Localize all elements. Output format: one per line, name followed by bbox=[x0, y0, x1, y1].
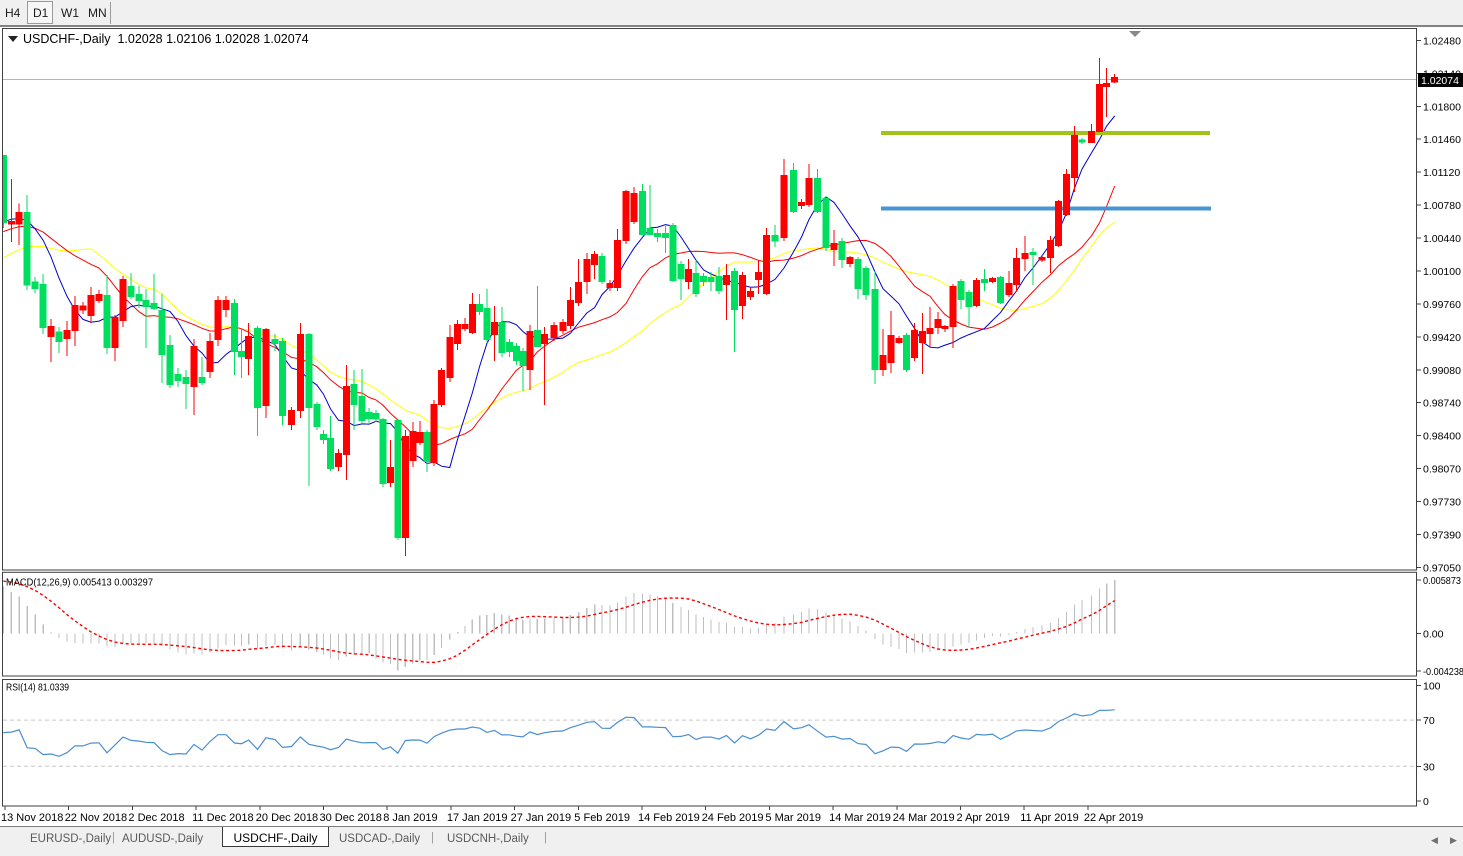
svg-text:14 Feb 2019: 14 Feb 2019 bbox=[638, 812, 700, 824]
svg-text:MACD(12,26,9) 0.005413 0.00329: MACD(12,26,9) 0.005413 0.003297 bbox=[6, 577, 153, 589]
svg-text:5 Feb 2019: 5 Feb 2019 bbox=[574, 812, 630, 824]
svg-text:0.99420: 0.99420 bbox=[1423, 332, 1461, 344]
svg-text:0.99080: 0.99080 bbox=[1423, 365, 1461, 377]
svg-text:1.00780: 1.00780 bbox=[1423, 200, 1461, 212]
svg-text:100: 100 bbox=[1423, 680, 1441, 692]
svg-text:1.00440: 1.00440 bbox=[1423, 233, 1461, 245]
svg-text:1.01800: 1.01800 bbox=[1423, 101, 1461, 113]
svg-text:70: 70 bbox=[1423, 715, 1435, 727]
svg-text:11 Dec 2018: 11 Dec 2018 bbox=[192, 812, 254, 824]
svg-text:30: 30 bbox=[1423, 761, 1435, 773]
svg-text:0.00: 0.00 bbox=[1423, 629, 1444, 641]
svg-text:27 Jan 2019: 27 Jan 2019 bbox=[511, 812, 572, 824]
svg-text:13 Nov 2018: 13 Nov 2018 bbox=[1, 812, 63, 824]
svg-text:0.98070: 0.98070 bbox=[1423, 464, 1461, 476]
svg-text:14 Mar 2019: 14 Mar 2019 bbox=[829, 812, 891, 824]
svg-text:17 Jan 2019: 17 Jan 2019 bbox=[447, 812, 508, 824]
svg-text:0.97730: 0.97730 bbox=[1423, 497, 1461, 509]
svg-text:8 Jan 2019: 8 Jan 2019 bbox=[383, 812, 437, 824]
svg-text:0: 0 bbox=[1423, 796, 1429, 808]
svg-text:1.02480: 1.02480 bbox=[1423, 35, 1461, 47]
svg-text:5 Mar 2019: 5 Mar 2019 bbox=[765, 812, 821, 824]
svg-text:30 Dec 2018: 30 Dec 2018 bbox=[320, 812, 382, 824]
svg-text:0.97390: 0.97390 bbox=[1423, 530, 1461, 542]
svg-text:24 Feb 2019: 24 Feb 2019 bbox=[702, 812, 764, 824]
svg-text:24 Mar 2019: 24 Mar 2019 bbox=[893, 812, 955, 824]
svg-text:11 Apr 2019: 11 Apr 2019 bbox=[1020, 812, 1079, 824]
svg-text:RSI(14) 81.0339: RSI(14) 81.0339 bbox=[6, 682, 69, 694]
svg-text:22 Apr 2019: 22 Apr 2019 bbox=[1084, 812, 1143, 824]
svg-text:1.00100: 1.00100 bbox=[1423, 266, 1461, 278]
svg-text:0.005873: 0.005873 bbox=[1423, 575, 1461, 587]
svg-text:2 Apr 2019: 2 Apr 2019 bbox=[957, 812, 1010, 824]
svg-text:0.98740: 0.98740 bbox=[1423, 398, 1461, 410]
svg-text:USDCHF-,Daily 1.02028 1.02106: USDCHF-,Daily 1.02028 1.02106 1.02028 1.… bbox=[23, 32, 309, 46]
svg-text:1.01120: 1.01120 bbox=[1423, 167, 1460, 179]
svg-text:1.02074: 1.02074 bbox=[1421, 75, 1459, 87]
svg-text:-0.004238: -0.004238 bbox=[1423, 666, 1463, 678]
svg-text:22 Nov 2018: 22 Nov 2018 bbox=[65, 812, 127, 824]
svg-text:1.01460: 1.01460 bbox=[1423, 134, 1461, 146]
svg-text:20 Dec 2018: 20 Dec 2018 bbox=[256, 812, 318, 824]
svg-text:0.97050: 0.97050 bbox=[1423, 562, 1461, 574]
svg-text:0.98400: 0.98400 bbox=[1423, 431, 1461, 443]
svg-text:0.99760: 0.99760 bbox=[1423, 299, 1461, 311]
svg-text:2 Dec 2018: 2 Dec 2018 bbox=[128, 812, 184, 824]
